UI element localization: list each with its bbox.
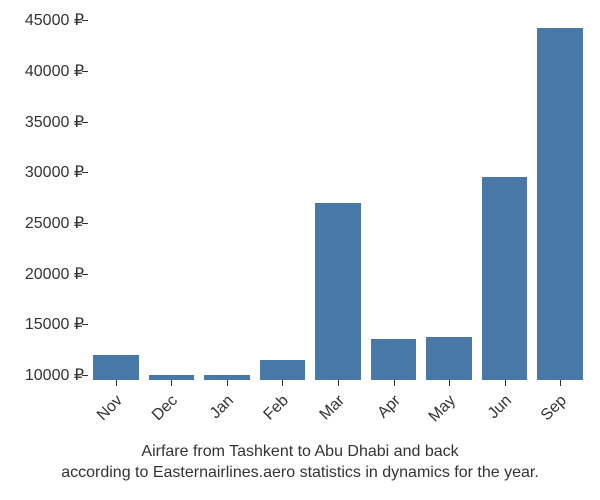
y-tick-label: 20000 ₽ bbox=[25, 264, 84, 284]
x-tick-mark bbox=[171, 380, 172, 386]
bar bbox=[371, 339, 417, 380]
x-tick-label: Apr bbox=[374, 392, 404, 422]
x-tick-mark bbox=[560, 380, 561, 386]
bar bbox=[537, 28, 583, 380]
y-tick-label: 45000 ₽ bbox=[25, 10, 84, 30]
plot-region bbox=[88, 10, 588, 380]
x-tick-label: Jan bbox=[207, 392, 238, 423]
x-tick-label: Feb bbox=[261, 392, 293, 424]
x-tick-mark bbox=[449, 380, 450, 386]
x-tick-mark bbox=[282, 380, 283, 386]
x-tick-label: Jun bbox=[484, 392, 515, 423]
y-tick-label: 15000 ₽ bbox=[25, 314, 84, 334]
bar bbox=[426, 337, 472, 380]
x-tick-label: Sep bbox=[538, 392, 571, 425]
chart-container: 10000 ₽ 15000 ₽ 20000 ₽ 25000 ₽ 30000 ₽ 35000… bbox=[0, 0, 600, 500]
bar bbox=[260, 360, 306, 380]
x-tick-mark bbox=[116, 380, 117, 386]
y-tick-label: 35000 ₽ bbox=[25, 112, 84, 132]
x-tick-mark bbox=[338, 380, 339, 386]
x-tick-mark bbox=[394, 380, 395, 386]
y-tick-label: 40000 ₽ bbox=[25, 61, 84, 81]
x-tick-label: Nov bbox=[94, 392, 127, 425]
chart-area bbox=[88, 10, 588, 380]
caption-line-1: Airfare from Tashkent to Abu Dhabi and b… bbox=[141, 443, 458, 460]
y-tick-label: 10000 ₽ bbox=[25, 365, 84, 385]
bar bbox=[482, 177, 528, 380]
x-tick-mark bbox=[227, 380, 228, 386]
y-tick-label: 30000 ₽ bbox=[25, 162, 84, 182]
x-tick-label: Dec bbox=[149, 392, 182, 425]
x-tick-mark bbox=[505, 380, 506, 386]
x-tick-label: May bbox=[426, 392, 460, 426]
bar bbox=[93, 355, 139, 380]
chart-caption: Airfare from Tashkent to Abu Dhabi and b… bbox=[0, 441, 600, 484]
bars-group bbox=[88, 10, 588, 380]
bar bbox=[315, 203, 361, 380]
x-tick-label: Mar bbox=[317, 392, 349, 424]
y-tick-label: 25000 ₽ bbox=[25, 213, 84, 233]
caption-line-2: according to Easternairlines.aero statis… bbox=[61, 464, 539, 481]
